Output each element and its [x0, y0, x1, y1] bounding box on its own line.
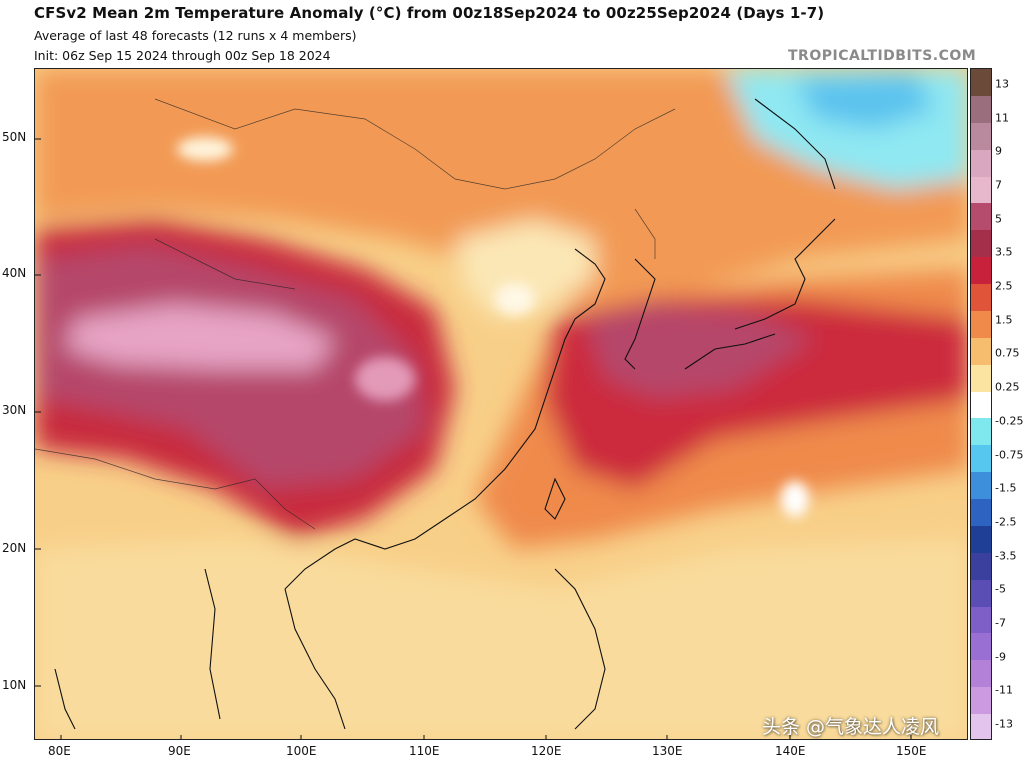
colorbar-segment [971, 445, 991, 473]
lat-label-20n: 20N [2, 541, 27, 555]
colorbar-tick-label: -9 [995, 650, 1006, 664]
colorbar-tick-label: 0.25 [995, 380, 1020, 394]
colorbar-segment [971, 364, 991, 393]
colorbar-segment [971, 257, 991, 285]
colorbar-segment [971, 95, 991, 124]
colorbar-segment [971, 687, 991, 715]
watermark-text: 头条 @气象达人凌风 [762, 716, 940, 738]
colorbar-tick-label: -13 [995, 717, 1013, 731]
colorbar-tick-label: -2.5 [995, 515, 1017, 529]
colorbar-segment [971, 499, 991, 527]
lon-label-150e: 150E [896, 744, 927, 758]
colorbar-segment [971, 337, 991, 366]
colorbar-segment [971, 472, 991, 500]
lon-label-110e: 110E [409, 744, 440, 758]
colorbar-segment [971, 230, 991, 258]
lon-label-140e: 140E [775, 744, 806, 758]
colorbar-segment [971, 552, 991, 581]
map-subtitle-init: Init: 06z Sep 15 2024 through 00z Sep 18… [34, 48, 331, 63]
colorbar-tick-label: 11 [995, 111, 1009, 125]
graticule-ticks [35, 138, 912, 739]
colorbar-segment [971, 69, 991, 97]
colorbar [970, 68, 992, 740]
anomaly-highlights [177, 137, 809, 517]
colorbar-tick-label: 9 [995, 144, 1002, 158]
colorbar-segment [971, 579, 991, 608]
colorbar-segment [971, 149, 991, 177]
lat-label-50n: 50N [2, 130, 27, 144]
lon-label-100e: 100E [286, 744, 317, 758]
colorbar-tick-label: -7 [995, 616, 1006, 630]
anomaly-map [35, 69, 967, 739]
colorbar-tick-label: 1.5 [995, 313, 1013, 327]
colorbar-segment [971, 525, 991, 554]
lon-label-120e: 120E [531, 744, 562, 758]
colorbar-segment [971, 203, 991, 231]
colorbar-segment [971, 122, 991, 151]
colorbar-segment [971, 606, 991, 634]
colorbar-tick-label: 3.5 [995, 245, 1013, 259]
colorbar-tick-label: 0.75 [995, 346, 1020, 360]
colorbar-tick-label: -1.5 [995, 481, 1017, 495]
lon-label-130e: 130E [652, 744, 683, 758]
coastlines [54, 98, 836, 730]
lon-label-80e: 80E [48, 744, 71, 758]
colorbar-segment [971, 418, 991, 446]
map-title: CFSv2 Mean 2m Temperature Anomaly (°C) f… [34, 4, 825, 22]
colorbar-tick-label: 2.5 [995, 279, 1013, 293]
colorbar-segment [971, 633, 991, 661]
colorbar-segment [971, 176, 991, 204]
colorbar-segment [971, 310, 991, 339]
colorbar-tick-label: -0.25 [995, 414, 1024, 428]
colorbar-tick-label: 7 [995, 178, 1002, 192]
map-subtitle-average: Average of last 48 forecasts (12 runs x … [34, 28, 357, 43]
brand-logo-text[interactable]: TROPICALTIDBITS.COM [788, 48, 977, 64]
colorbar-tick-label: -0.75 [995, 448, 1024, 462]
colorbar-tick-label: -5 [995, 582, 1006, 596]
colorbar-segment [971, 660, 991, 688]
colorbar-segment [971, 714, 991, 739]
lat-label-40n: 40N [2, 266, 27, 280]
colorbar-tick-label: -11 [995, 683, 1013, 697]
colorbar-tick-label: -3.5 [995, 549, 1017, 563]
colorbar-segment [971, 284, 991, 312]
colorbar-tick-label: 5 [995, 212, 1002, 226]
colorbar-segment [971, 391, 991, 419]
anomaly-shading [35, 69, 967, 739]
colorbar-tick-label: 13 [995, 77, 1009, 91]
lat-label-10n: 10N [2, 678, 27, 692]
lat-label-30n: 30N [2, 403, 27, 417]
lon-label-90e: 90E [168, 744, 191, 758]
country-borders [35, 98, 676, 530]
map-panel[interactable] [34, 68, 968, 740]
